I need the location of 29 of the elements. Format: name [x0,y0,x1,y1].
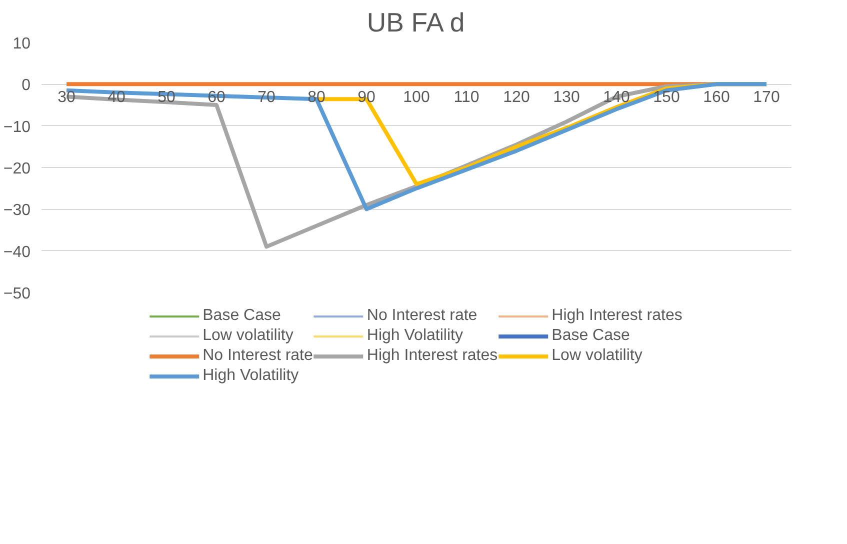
legend-label: Low volatility [552,347,642,365]
legend-label: No Interest rate [366,307,478,325]
chart-title: UB FA d [366,8,465,38]
legend-label: High Interest rates [552,307,682,325]
legend-label: Base Case [552,327,630,345]
x-tick-label: 30 [58,89,76,106]
y-tick-label: −20 [3,160,31,178]
x-tick-label: 140 [603,89,630,106]
y-tick-label: −30 [3,202,31,220]
x-tick-label: 100 [403,89,430,106]
legend-label: High Volatility [202,367,299,385]
legend-label: High Volatility [366,327,463,345]
y-tick-label: −40 [3,244,31,261]
legend-label: No Interest rate [202,347,313,365]
y-tick-label: 0 [22,77,31,94]
x-tick-label: 110 [454,89,480,106]
y-tick-label: −50 [3,286,31,302]
y-tick-label: 10 [12,36,31,52]
x-tick-label: 120 [503,89,530,106]
x-tick-label: 130 [553,89,580,106]
x-tick-label: 80 [308,89,326,106]
y-tick-label: −10 [3,118,31,136]
legend-label: High Interest rates [366,347,498,365]
legend-label: Low volatility [202,327,294,345]
x-tick-label: 150 [653,89,680,106]
x-tick-label: 70 [258,89,276,106]
x-tick-label: 170 [753,89,780,106]
legend-label: Base Case [202,307,281,325]
x-tick-label: 160 [703,89,730,106]
